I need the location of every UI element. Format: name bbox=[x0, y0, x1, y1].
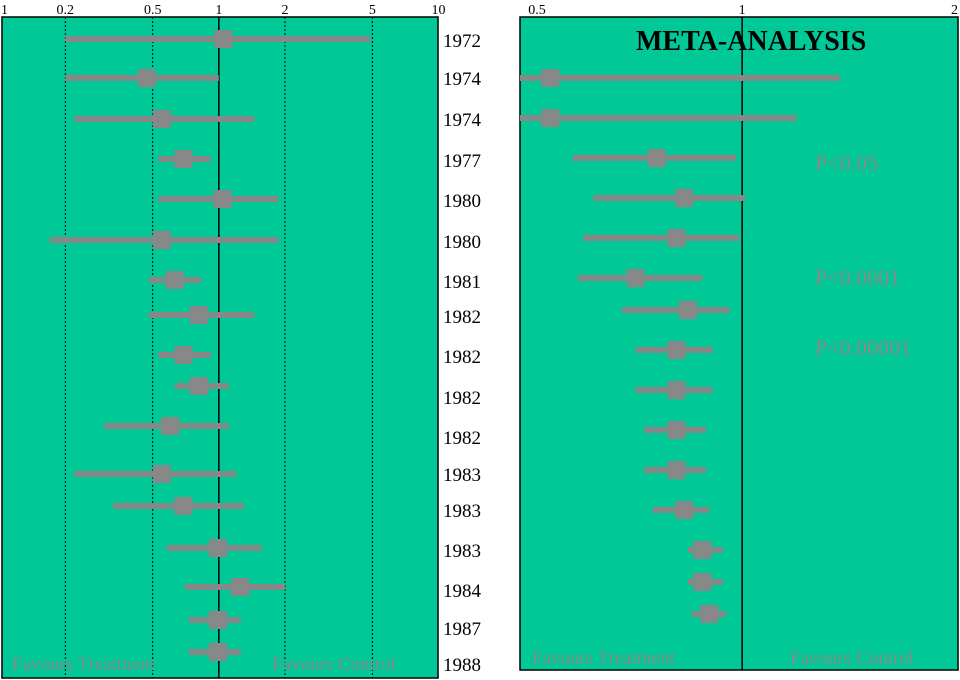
favours-control-label-left: Favours Control bbox=[272, 654, 396, 675]
year-label: 1972 bbox=[443, 31, 481, 52]
point-estimate-marker bbox=[189, 306, 208, 324]
forest-plot-panel-right bbox=[519, 16, 959, 671]
favours-treatment-label-right: Favours Treatment bbox=[532, 648, 676, 669]
point-estimate-marker bbox=[174, 150, 193, 168]
point-estimate-marker bbox=[161, 417, 180, 435]
point-estimate-marker bbox=[137, 69, 156, 87]
point-estimate-marker bbox=[213, 190, 232, 208]
year-label: 1987 bbox=[443, 619, 481, 640]
point-estimate-marker bbox=[152, 231, 171, 249]
year-label: 1988 bbox=[443, 655, 481, 676]
point-estimate-marker bbox=[152, 110, 171, 128]
point-estimate-marker bbox=[231, 578, 250, 596]
favours-treatment-label-left: Favours Treatment bbox=[12, 654, 156, 675]
point-estimate-marker bbox=[208, 643, 227, 661]
year-label: 1983 bbox=[443, 465, 481, 486]
favours-control-label-right: Favours Control bbox=[790, 648, 914, 669]
x-tick-label-left: 5 bbox=[369, 3, 376, 18]
cumulative-estimate-marker bbox=[675, 189, 694, 207]
x-tick-label-left: 0.1 bbox=[0, 3, 8, 18]
point-estimate-marker bbox=[174, 497, 193, 515]
year-label: 1974 bbox=[443, 69, 482, 90]
cumulative-estimate-marker bbox=[700, 605, 719, 623]
year-label: 1981 bbox=[443, 272, 481, 293]
p-value-annotation: P<0.05 bbox=[815, 150, 878, 175]
year-label: 1982 bbox=[443, 307, 481, 328]
year-label: 1984 bbox=[443, 581, 482, 602]
x-tick-label-right: 1 bbox=[739, 3, 746, 18]
point-estimate-marker bbox=[152, 465, 171, 483]
cumulative-estimate-marker bbox=[626, 269, 645, 287]
cumulative-estimate-marker bbox=[667, 341, 686, 359]
forest-plot-panel-left bbox=[1, 16, 439, 679]
cumulative-estimate-marker bbox=[667, 421, 686, 439]
cumulative-estimate-marker bbox=[693, 541, 712, 559]
p-value-annotation: P<0.0001 bbox=[815, 265, 900, 290]
year-label: 1983 bbox=[443, 541, 481, 562]
year-label: 1982 bbox=[443, 428, 481, 449]
cumulative-estimate-marker bbox=[667, 381, 686, 399]
year-label: 1982 bbox=[443, 347, 481, 368]
year-label: 1977 bbox=[443, 151, 481, 172]
meta-analysis-title: META-ANALYSIS bbox=[636, 26, 866, 57]
x-tick-label-left: 0.2 bbox=[57, 3, 75, 18]
point-estimate-marker bbox=[165, 271, 184, 289]
year-label: 1980 bbox=[443, 191, 481, 212]
point-estimate-marker bbox=[174, 346, 193, 364]
point-estimate-marker bbox=[208, 539, 227, 557]
x-tick-label-left: 1 bbox=[215, 3, 222, 18]
cumulative-estimate-marker bbox=[693, 573, 712, 591]
point-estimate-marker bbox=[189, 377, 208, 395]
cumulative-estimate-marker bbox=[675, 501, 694, 519]
p-value-annotation: P<0.00001 bbox=[815, 335, 911, 360]
cumulative-estimate-marker bbox=[678, 301, 697, 319]
point-estimate-marker bbox=[208, 611, 227, 629]
point-estimate-marker bbox=[214, 30, 233, 48]
x-tick-label-left: 0.5 bbox=[144, 3, 162, 18]
year-label: 1980 bbox=[443, 232, 481, 253]
x-tick-label-right: 2 bbox=[951, 3, 958, 18]
cumulative-estimate-marker bbox=[647, 149, 666, 167]
x-tick-label-left: 10 bbox=[431, 3, 445, 18]
cumulative-estimate-marker bbox=[667, 229, 686, 247]
x-tick-label-left: 2 bbox=[281, 3, 288, 18]
x-tick-label-right: 0.5 bbox=[528, 3, 546, 18]
cumulative-estimate-marker bbox=[541, 109, 560, 127]
year-label: 1974 bbox=[443, 110, 482, 131]
cumulative-estimate-marker bbox=[667, 461, 686, 479]
cumulative-estimate-marker bbox=[541, 69, 560, 87]
year-label: 1982 bbox=[443, 388, 481, 409]
year-label: 1983 bbox=[443, 501, 481, 522]
